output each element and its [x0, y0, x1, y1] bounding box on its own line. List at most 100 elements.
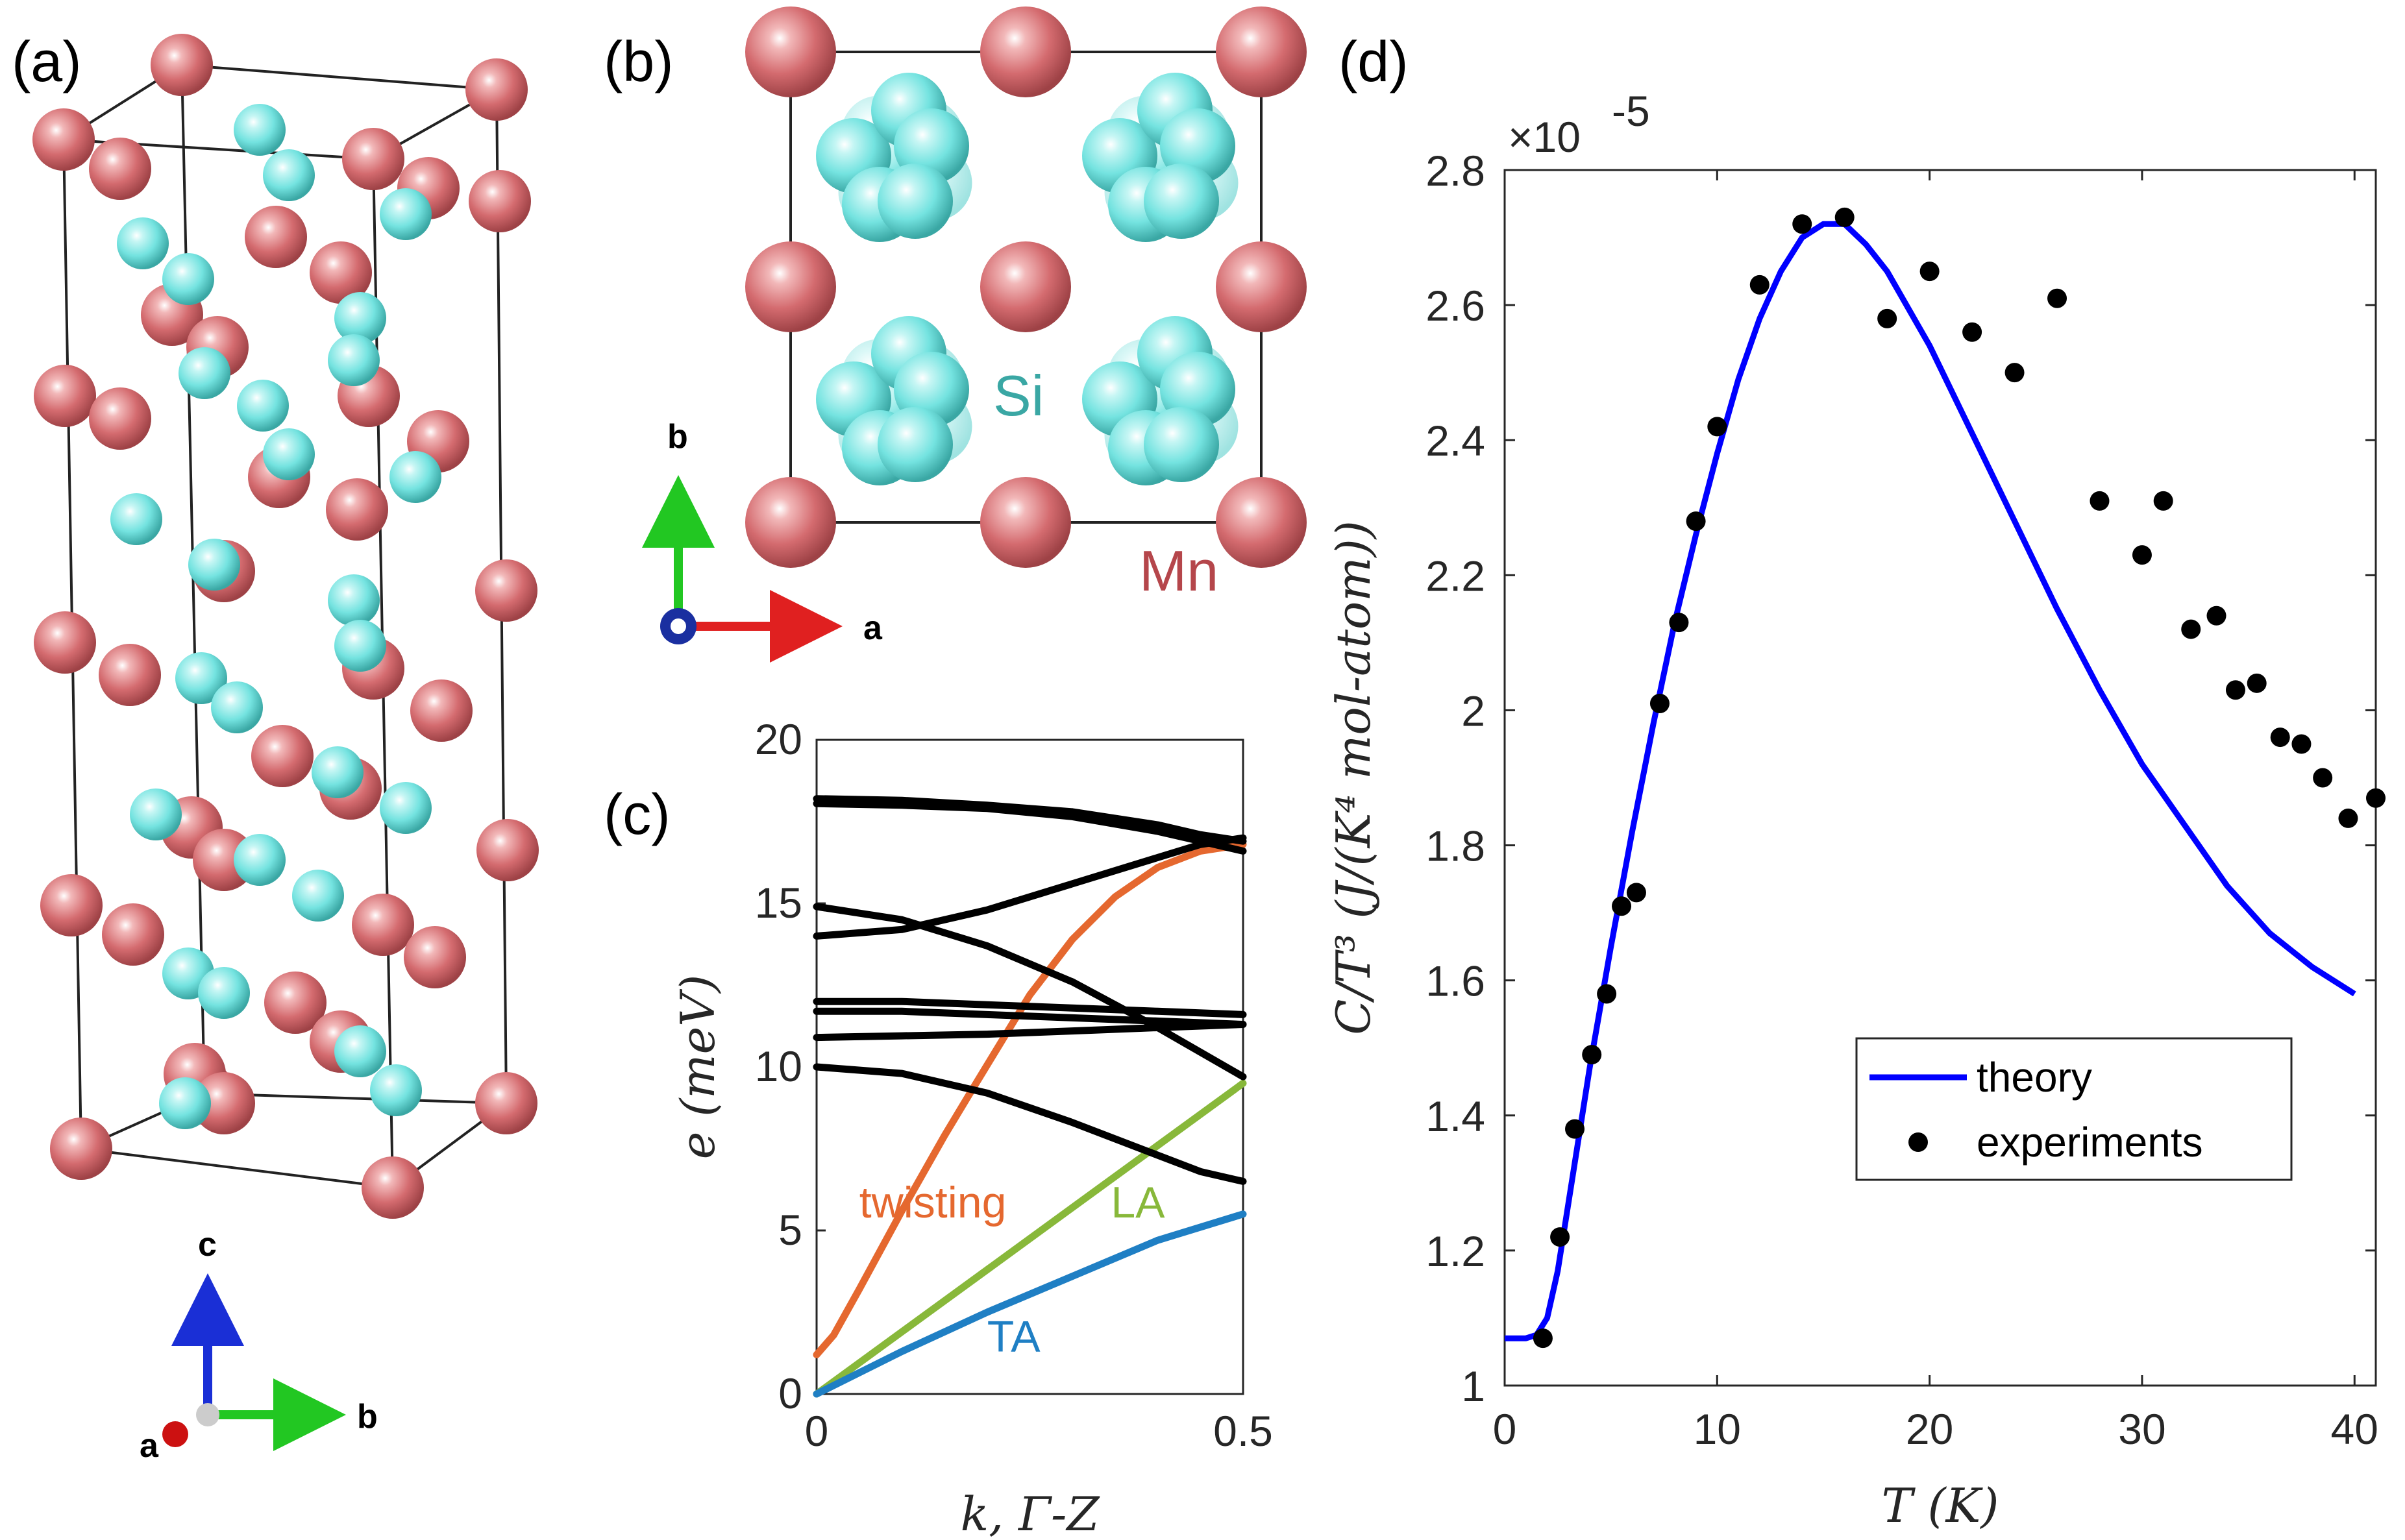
top-view-atoms: [745, 6, 1307, 568]
x-axis-label: k, Γ-Z: [961, 1487, 1101, 1540]
mn-atom: [745, 477, 836, 568]
si-atom: [334, 1025, 386, 1077]
series-opt3: [813, 903, 1247, 1081]
series-TA: [813, 1210, 1247, 1398]
si-atom: [162, 253, 214, 305]
axes-triad-b: b a: [642, 418, 883, 663]
si-atom: [117, 217, 169, 269]
si-atom: [175, 652, 227, 704]
experiment-point: [2338, 808, 2358, 828]
experiment-point: [1626, 883, 1646, 903]
experiment-point: [2004, 363, 2025, 383]
si-atom: [878, 407, 953, 482]
y-tick-label: 10: [755, 1042, 802, 1090]
mn-atom: [40, 874, 103, 936]
si-atom: [334, 292, 386, 344]
si-atom: [211, 681, 263, 733]
mn-atom: [245, 206, 307, 268]
mn-atom: [151, 34, 213, 96]
axis-a-label-top: a: [863, 609, 883, 647]
experiment-point: [2090, 491, 2110, 511]
plot-frame: [1503, 169, 2377, 1387]
si-atom: [159, 1077, 211, 1129]
mn-label: Mn: [1139, 539, 1218, 603]
scale-exponent: -5: [1612, 87, 1650, 135]
experiment-point: [1919, 262, 1940, 282]
experiment-point: [2153, 491, 2173, 511]
axis-c-label: c: [198, 1226, 217, 1264]
experiment-point: [1669, 613, 1689, 633]
experiment-point: [1597, 984, 1617, 1004]
si-atom: [110, 493, 162, 545]
y-tick-label: 0: [778, 1369, 802, 1417]
si-atom: [380, 188, 432, 240]
y-tick-label: 2.6: [1425, 282, 1485, 330]
mn-atom: [193, 1072, 255, 1134]
series-theory: [1505, 221, 2356, 1341]
y-tick-label: 5: [778, 1206, 802, 1254]
panel-b-top-view: (b) Si Mn b a: [604, 6, 1307, 663]
experiment-point: [1612, 896, 1632, 916]
experiment-point: [1834, 207, 1855, 227]
si-atom: [130, 788, 182, 840]
mn-atom: [34, 365, 96, 427]
experiment-point: [2366, 788, 2386, 808]
si-atom: [370, 1064, 422, 1116]
experiment-point: [2247, 673, 2267, 693]
si-atom: [237, 380, 289, 432]
mn-atom: [1216, 241, 1307, 332]
mn-atom: [980, 477, 1071, 568]
experiment-point: [2181, 619, 2201, 639]
axis-b-label-top: b: [667, 418, 688, 456]
annotation-twisting: twisting: [859, 1178, 1007, 1227]
si-atom: [234, 834, 286, 886]
experiment-point: [1877, 308, 1897, 328]
si-atom: [1144, 164, 1219, 239]
mn-atom: [102, 903, 164, 966]
x-axis-label: T (K): [1882, 1478, 1999, 1533]
panel-a-crystal-structure: (a) c b a: [12, 29, 539, 1465]
mn-atom: [34, 611, 96, 674]
mn-atom: [32, 108, 95, 171]
scale-label: ×10: [1508, 113, 1581, 161]
series-opt8: [813, 1063, 1247, 1185]
unit-cell-atoms: [32, 34, 539, 1219]
si-atom: [263, 149, 315, 201]
series-LA: [813, 1079, 1247, 1398]
si-atom: [263, 428, 315, 480]
y-tick-label: 2.8: [1425, 147, 1485, 195]
mn-atom: [475, 1072, 537, 1134]
experiment-point: [1749, 275, 1770, 295]
y-tick-label: 15: [755, 879, 802, 927]
experiment-point: [2291, 734, 2312, 754]
experiment-point: [1582, 1045, 1602, 1065]
si-label: Si: [993, 363, 1044, 428]
experiment-point: [2270, 727, 2290, 748]
mn-atom: [342, 128, 404, 190]
experiment-point: [2225, 680, 2245, 700]
mn-atom: [469, 170, 531, 232]
legend-box: [1855, 1037, 2293, 1181]
axes-triad-a: c b a: [140, 1226, 378, 1465]
mn-atom: [1216, 477, 1307, 568]
panel-b-label: (b): [604, 29, 674, 93]
mn-atom: [362, 1156, 424, 1219]
axis-a-label: a: [140, 1427, 159, 1465]
y-axis-label: C/T³ (J/(K⁴ mol-atom)): [1326, 520, 1381, 1035]
panel-c-label: (c): [604, 782, 671, 846]
mn-atom: [980, 6, 1071, 97]
x-tick-label: 0: [1493, 1405, 1517, 1453]
si-atom: [188, 539, 240, 591]
y-tick-label: 1.8: [1425, 822, 1485, 870]
panel-d-label: (d): [1338, 29, 1409, 93]
x-tick-label: 30: [2118, 1405, 2165, 1453]
legend-experiments-swatch: [1908, 1132, 1928, 1152]
mn-atom: [475, 559, 537, 622]
mn-atom: [310, 241, 372, 304]
mn-atom: [1216, 6, 1307, 97]
mn-atom: [980, 241, 1071, 332]
experiment-point: [2047, 288, 2067, 308]
legend-theory-label: theory: [1977, 1054, 2092, 1101]
si-atom: [328, 574, 380, 626]
